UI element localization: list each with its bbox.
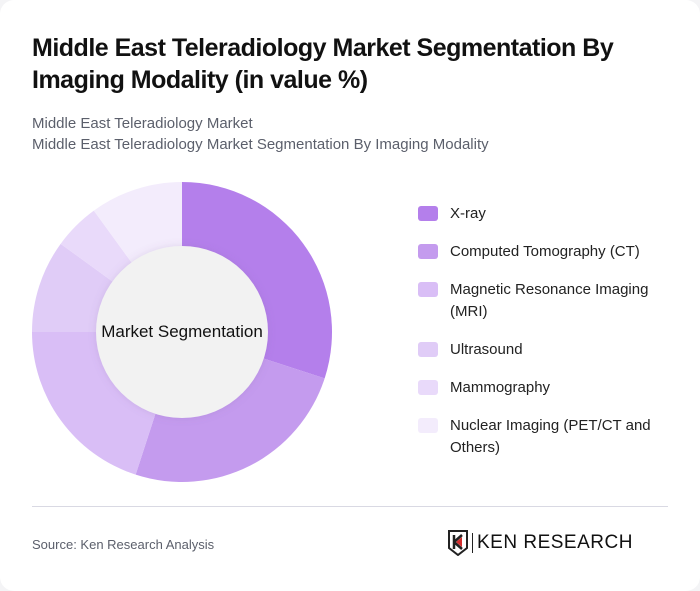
legend-item-ultrasound[interactable]: Ultrasound [418,339,678,361]
legend-item-xray[interactable]: X-ray [418,203,678,225]
legend-label: Mammography [450,379,551,396]
legend-label: X-ray [450,205,486,222]
logo-text: KEN RESEARCH [477,532,633,553]
source-note: Source: Ken Research Analysis [32,537,215,552]
legend-item-nuclear[interactable]: Nuclear Imaging (PET/CT and Others) [418,415,678,459]
legend-swatch [418,282,438,297]
footer-divider [32,506,668,507]
legend-swatch [418,380,438,395]
ken-research-logo: KEN RESEARCH [447,530,633,556]
legend-swatch [418,206,438,221]
donut-hole [96,246,268,418]
subtitle-market: Middle East Teleradiology Market [32,115,253,132]
legend-item-ct[interactable]: Computed Tomography (CT) [418,241,678,263]
ken-shield-icon [448,530,468,556]
chart-title: Middle East Teleradiology Market Segment… [32,34,614,94]
legend-swatch [418,244,438,259]
logo-divider [472,533,473,553]
subtitle-segmentation: Middle East Teleradiology Market Segment… [32,136,489,153]
legend-swatch [418,342,438,357]
legend-item-mammography[interactable]: Mammography [418,377,678,399]
chart-subtitle: Middle East Teleradiology Market Middle … [32,113,489,155]
legend-swatch [418,418,438,433]
donut-svg [32,182,333,482]
legend: X-ray Computed Tomography (CT) Magnetic … [418,203,678,475]
legend-label: Nuclear Imaging (PET/CT and Others) [450,417,651,456]
legend-label: Ultrasound [450,341,523,358]
legend-item-mri[interactable]: Magnetic Resonance Imaging (MRI) [418,279,678,323]
donut-chart: Market Segmentation [30,180,334,484]
legend-label: Magnetic Resonance Imaging (MRI) [450,281,649,320]
legend-label: Computed Tomography (CT) [450,243,640,260]
